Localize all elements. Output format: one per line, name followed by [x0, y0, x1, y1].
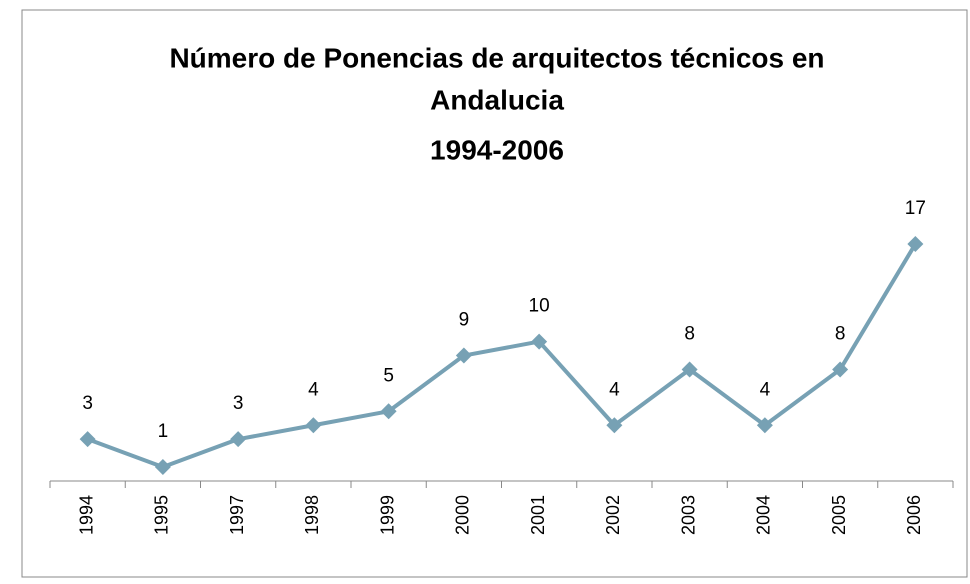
data-label: 5 [383, 365, 394, 386]
x-tick-label: 2005 [829, 495, 849, 535]
data-label: 8 [835, 323, 846, 344]
data-label: 17 [905, 198, 926, 219]
data-label: 10 [529, 296, 550, 317]
x-tick-label: 2001 [528, 495, 548, 535]
x-tick-label: 1997 [227, 495, 247, 535]
data-label: 1 [158, 421, 169, 442]
data-label: 4 [609, 379, 620, 400]
marker [380, 403, 397, 420]
line [86, 242, 918, 470]
marker [606, 417, 623, 434]
marker [681, 361, 698, 378]
chart-title: Número de Ponencias de arquitectos técni… [169, 42, 824, 73]
marker [756, 417, 773, 434]
chart-title: 1994-2006 [430, 134, 564, 165]
marker [531, 333, 548, 350]
x-tick-label: 1995 [152, 495, 172, 535]
data-label: 4 [760, 379, 771, 400]
data-label: 4 [308, 379, 319, 400]
marker [907, 236, 924, 252]
marker [832, 361, 849, 378]
marker [230, 431, 247, 448]
data-label: 3 [82, 393, 93, 414]
x-tick-label: 2004 [754, 495, 774, 535]
x-tick-label: 1999 [377, 495, 397, 535]
x-tick-label: 1994 [76, 495, 96, 535]
data-label: 8 [684, 323, 695, 344]
chart-title: Andalucia [430, 84, 564, 115]
data-label: 3 [233, 393, 244, 414]
data-label: 9 [459, 310, 470, 331]
x-tick-label: 1998 [302, 495, 322, 535]
x-tick-label: 2003 [678, 495, 698, 535]
marker [79, 431, 96, 448]
x-tick-label: 2002 [603, 495, 623, 535]
marker [305, 417, 322, 434]
chart-frame [21, 9, 968, 578]
marker [154, 459, 171, 476]
x-tick-label: 2000 [453, 495, 473, 535]
marker [455, 347, 472, 364]
x-tick-label: 2006 [904, 495, 924, 535]
